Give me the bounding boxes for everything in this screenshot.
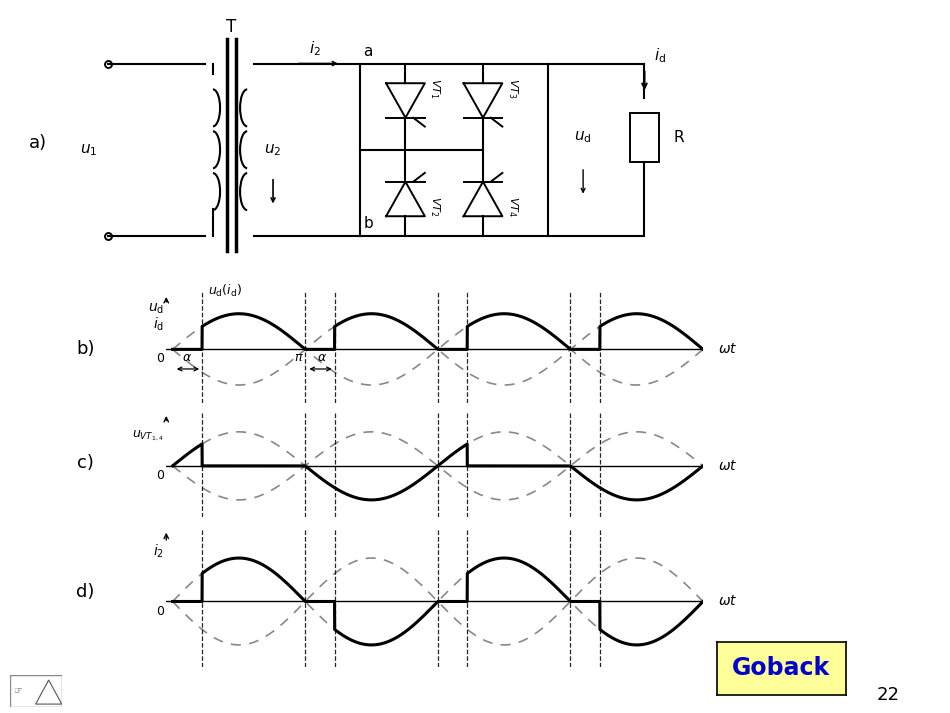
Text: 22: 22 — [877, 686, 900, 704]
Text: $i_2$: $i_2$ — [309, 39, 321, 58]
Text: $i_{\rm d}$: $i_{\rm d}$ — [153, 316, 164, 333]
Text: $\omega t$: $\omega t$ — [718, 595, 737, 608]
Text: $VT_1$: $VT_1$ — [428, 78, 442, 98]
Text: 0: 0 — [156, 468, 164, 481]
Text: $\omega t$: $\omega t$ — [718, 459, 737, 473]
Text: ☞: ☞ — [13, 686, 22, 697]
Text: $\alpha$: $\alpha$ — [317, 351, 327, 364]
Text: $VT_2$: $VT_2$ — [428, 196, 442, 217]
Text: $\pi$: $\pi$ — [294, 351, 304, 364]
Text: $\omega t$: $\omega t$ — [718, 342, 737, 356]
Text: T: T — [226, 18, 237, 36]
FancyBboxPatch shape — [10, 675, 62, 707]
Text: $u_{\rm d}(i_{\rm d})$: $u_{\rm d}(i_{\rm d})$ — [208, 283, 242, 299]
Text: a: a — [364, 43, 372, 58]
Text: R: R — [674, 130, 684, 145]
Bar — [630, 113, 659, 162]
Text: $VT_4$: $VT_4$ — [505, 196, 520, 217]
Text: $u_{\rm d}$: $u_{\rm d}$ — [575, 130, 592, 145]
Text: c): c) — [77, 454, 94, 473]
Text: 0: 0 — [156, 352, 164, 365]
Text: $i_2$: $i_2$ — [153, 543, 164, 560]
Text: d): d) — [76, 583, 95, 601]
Text: $u_2$: $u_2$ — [264, 142, 282, 158]
Text: $u_{VT_{1,4}}$: $u_{VT_{1,4}}$ — [132, 428, 164, 443]
Text: $VT_3$: $VT_3$ — [505, 78, 520, 98]
Text: b: b — [364, 216, 373, 231]
Text: a): a) — [28, 133, 48, 152]
Text: $u_{\rm d}$: $u_{\rm d}$ — [148, 301, 164, 316]
Text: $\alpha$: $\alpha$ — [182, 351, 192, 364]
Text: b): b) — [76, 340, 95, 359]
Text: $i_{\rm d}$: $i_{\rm d}$ — [655, 47, 666, 66]
Text: Goback: Goback — [732, 657, 830, 680]
Polygon shape — [36, 680, 62, 704]
Text: $u_1$: $u_1$ — [80, 142, 98, 158]
Text: 0: 0 — [156, 605, 164, 618]
